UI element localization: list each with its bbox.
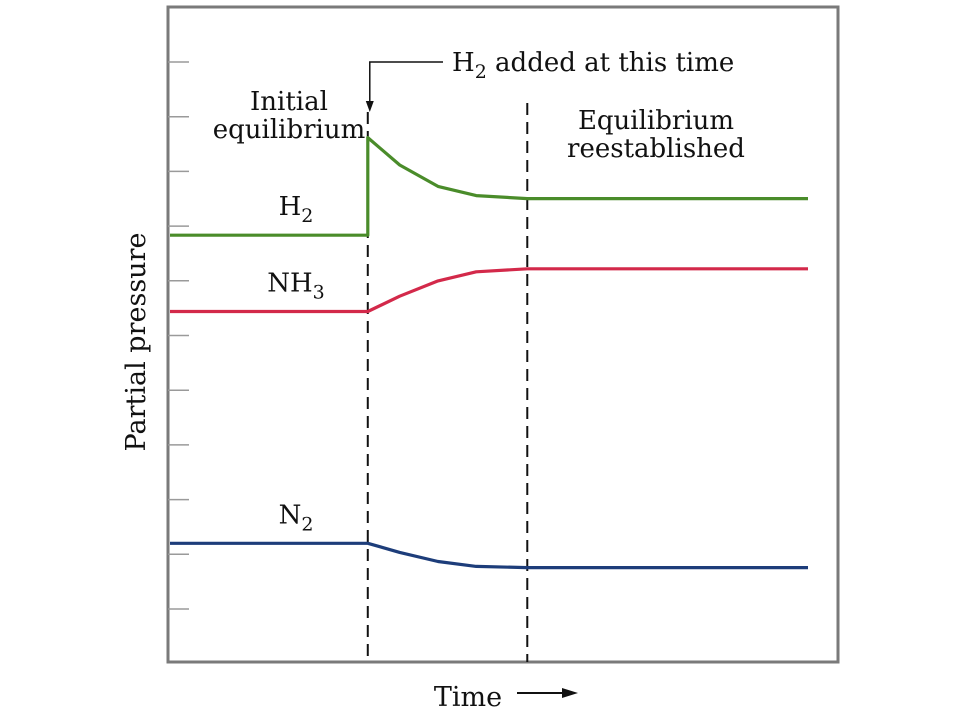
series-label-n2: N2 [279, 500, 314, 535]
series-line-nh3 [170, 267, 808, 314]
annotation-text: H2 added at this time [452, 48, 734, 83]
annotation-arrowhead [365, 101, 374, 112]
event-caption: reestablished [567, 134, 745, 164]
annotation-arrow [369, 61, 443, 102]
series-label-h2: H2 [279, 192, 314, 227]
y-axis-label: Partial pressure [121, 233, 152, 452]
x-axis-arrow [517, 688, 578, 698]
series-line-n2 [170, 541, 808, 570]
event-caption: Equilibrium [578, 106, 734, 136]
event-caption: Initial [250, 87, 328, 117]
x-axis-label: Time [434, 682, 502, 713]
series-label-nh3: NH3 [267, 268, 325, 303]
plot-frame [166, 5, 840, 664]
event-caption: equilibrium [213, 115, 366, 145]
series-line-h2 [170, 136, 808, 237]
